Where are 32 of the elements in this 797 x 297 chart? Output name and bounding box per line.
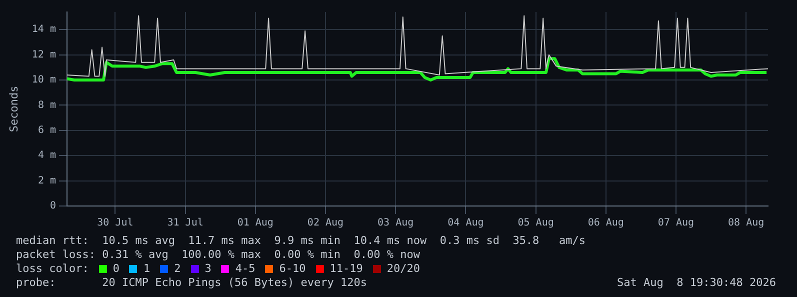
text: 1: [143, 262, 150, 275]
text: 4-5: [235, 262, 256, 275]
text: 2: [174, 262, 181, 275]
text: 20/20: [386, 262, 420, 275]
y-axis-title: Seconds: [7, 86, 20, 132]
text: median rtt: 10.5 ms avg 11.7 ms max 9.9 ms min 10.4 ms now 0.3 ms sd 35.8 am/s: [16, 234, 586, 247]
x-tick-label: 30 Jul: [97, 218, 134, 229]
y-tick-label: 4 m: [38, 150, 56, 162]
y-tick-label: 2 m: [38, 175, 56, 186]
y-tick-label: 0: [50, 200, 56, 212]
y-tick-label: 12 m: [32, 49, 56, 60]
text: loss color:: [16, 262, 89, 275]
y-tick-label: 14 m: [32, 24, 56, 36]
y-tick-label: 6 m: [38, 125, 56, 136]
x-tick-label: 02 Aug: [307, 218, 344, 229]
x-tick-label: 01 Aug: [237, 218, 274, 229]
y-tick-label: 8 m: [38, 100, 56, 111]
x-tick-label: 05 Aug: [518, 218, 554, 229]
text: 11-19: [330, 262, 363, 275]
text: packet loss: 0.31 % avg 100.00 % max 0.00 % min 0.00 % now: [16, 248, 420, 261]
y-tick-label: 10 m: [32, 74, 56, 86]
x-tick-label: 07 Aug: [658, 218, 694, 229]
x-tick-label: 31 Jul: [167, 218, 204, 229]
x-tick-label: 04 Aug: [448, 218, 484, 229]
x-tick-label: 03 Aug: [378, 218, 414, 229]
text: Sat Aug 8 19:30:48 2026: [617, 276, 776, 290]
x-tick-label: 08 Aug: [728, 218, 764, 229]
text: 3: [204, 262, 212, 275]
text: probe: 20 ICMP Echo Pings (56 Bytes) every 120s: [16, 276, 367, 289]
text: 0: [112, 262, 120, 275]
x-tick-label: 06 Aug: [588, 218, 624, 229]
text: 6-10: [279, 262, 306, 275]
